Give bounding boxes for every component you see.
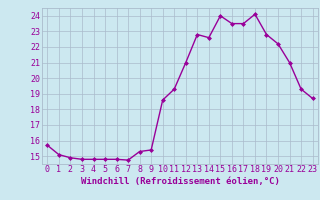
X-axis label: Windchill (Refroidissement éolien,°C): Windchill (Refroidissement éolien,°C) [81,177,279,186]
